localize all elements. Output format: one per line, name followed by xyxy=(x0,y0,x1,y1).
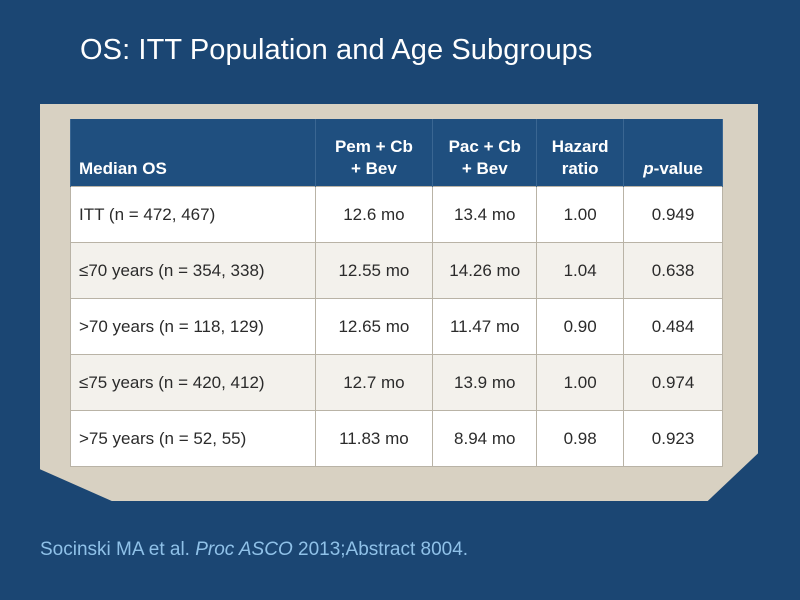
row-label: >70 years (n = 118, 129) xyxy=(70,298,316,355)
header-pac-cb-bev: Pac + Cb + Bev xyxy=(432,119,538,187)
cell-pac: 11.47 mo xyxy=(432,298,538,355)
table-row: ≤75 years (n = 420, 412) 12.7 mo 13.9 mo… xyxy=(70,354,723,411)
cell-hazard-ratio: 1.00 xyxy=(536,354,625,411)
cell-pem: 12.55 mo xyxy=(314,242,434,299)
table-row: ≤70 years (n = 354, 338) 12.55 mo 14.26 … xyxy=(70,242,723,299)
cell-hazard-ratio: 0.90 xyxy=(536,298,625,355)
cell-pem: 12.65 mo xyxy=(314,298,434,355)
header-p-value: p-value xyxy=(623,119,723,187)
header-p-italic: p xyxy=(643,159,654,178)
header-pem-line1: Pem + Cb xyxy=(334,137,413,156)
table-row: >70 years (n = 118, 129) 12.65 mo 11.47 … xyxy=(70,298,723,355)
row-label: ITT (n = 472, 467) xyxy=(70,186,316,243)
header-hr-line1: Hazard xyxy=(551,137,609,156)
header-pac-line2: + Bev xyxy=(461,159,508,178)
cell-pac: 8.94 mo xyxy=(432,410,538,467)
cell-hazard-ratio: 1.00 xyxy=(536,186,625,243)
row-label: >75 years (n = 52, 55) xyxy=(70,410,316,467)
header-p-suffix: -value xyxy=(653,159,703,178)
median-os-table: Median OS Pem + Cb + Bev Pac + Cb + Bev … xyxy=(70,119,723,467)
citation-journal: Proc ASCO xyxy=(195,539,293,560)
cell-p-value: 0.974 xyxy=(623,354,723,411)
cell-pac: 13.4 mo xyxy=(432,186,538,243)
cell-hazard-ratio: 0.98 xyxy=(536,410,625,467)
header-hazard-ratio: Hazard ratio xyxy=(536,119,625,187)
cell-pem: 12.7 mo xyxy=(314,354,434,411)
cell-pac: 13.9 mo xyxy=(432,354,538,411)
cell-hazard-ratio: 1.04 xyxy=(536,242,625,299)
citation-authors: Socinski MA et al. xyxy=(40,539,196,560)
row-label: ≤75 years (n = 420, 412) xyxy=(70,354,316,411)
table-row: ITT (n = 472, 467) 12.6 mo 13.4 mo 1.00 … xyxy=(70,186,723,243)
slide-title: OS: ITT Population and Age Subgroups xyxy=(80,34,593,66)
cell-pem: 11.83 mo xyxy=(314,410,434,467)
cell-p-value: 0.638 xyxy=(623,242,723,299)
header-pem-cb-bev: Pem + Cb + Bev xyxy=(314,119,434,187)
citation: Socinski MA et al. Proc ASCO 2013;Abstra… xyxy=(40,539,468,561)
table-header-row: Median OS Pem + Cb + Bev Pac + Cb + Bev … xyxy=(70,119,723,187)
cell-p-value: 0.949 xyxy=(623,186,723,243)
citation-details: 2013;Abstract 8004. xyxy=(292,539,469,560)
header-median-os: Median OS xyxy=(70,119,316,187)
table-row: >75 years (n = 52, 55) 11.83 mo 8.94 mo … xyxy=(70,410,723,467)
header-hr-line2: ratio xyxy=(561,159,599,178)
row-label: ≤70 years (n = 354, 338) xyxy=(70,242,316,299)
header-pem-line2: + Bev xyxy=(351,159,397,178)
cell-pem: 12.6 mo xyxy=(314,186,434,243)
header-pac-line1: Pac + Cb xyxy=(448,137,521,156)
cell-pac: 14.26 mo xyxy=(432,242,538,299)
cell-p-value: 0.923 xyxy=(623,410,723,467)
cell-p-value: 0.484 xyxy=(623,298,723,355)
